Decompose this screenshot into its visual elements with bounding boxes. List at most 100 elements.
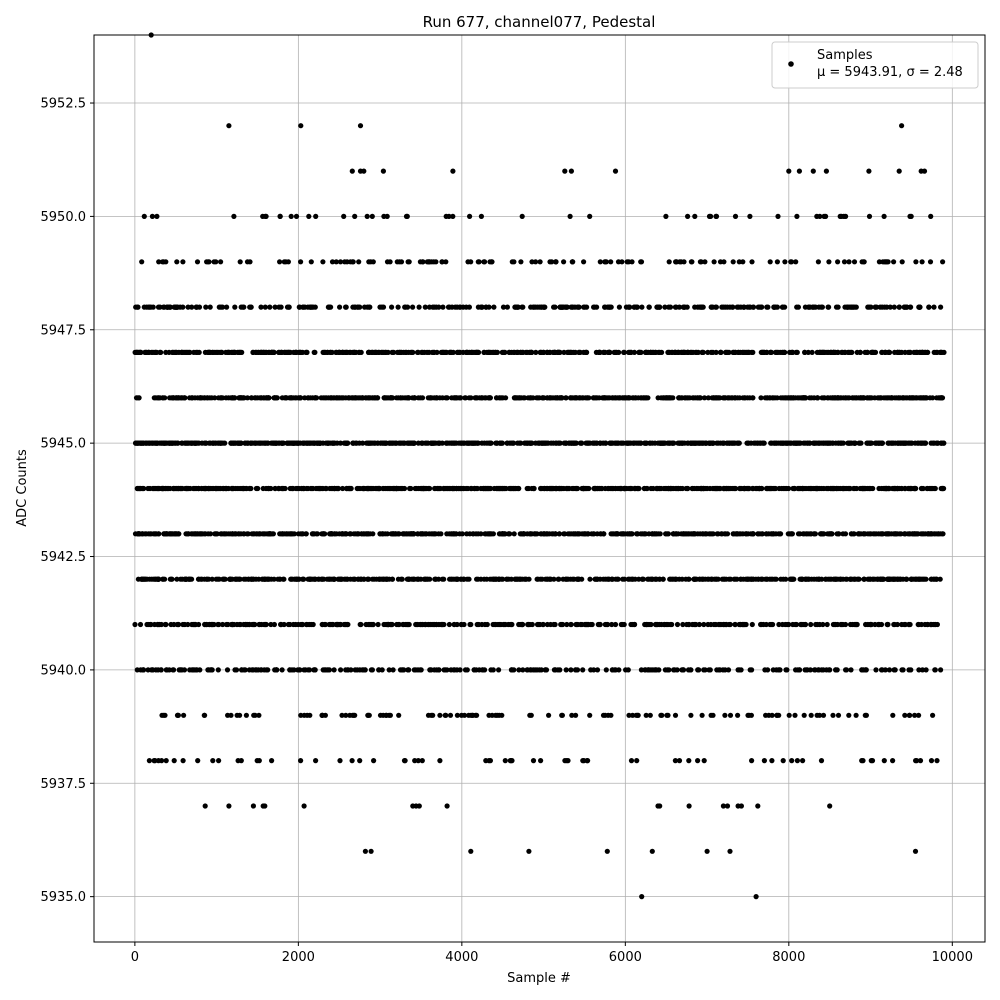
data-point — [422, 621, 428, 628]
data-point — [231, 213, 237, 219]
data-point — [537, 259, 543, 265]
data-point — [559, 712, 565, 718]
data-point — [500, 531, 506, 537]
data-point — [701, 621, 707, 628]
data-point — [901, 304, 907, 310]
data-point — [851, 259, 858, 265]
data-point — [438, 531, 444, 537]
data-point — [880, 259, 886, 265]
data-point — [336, 576, 342, 582]
data-point — [335, 485, 341, 492]
data-point — [685, 667, 692, 673]
data-point — [711, 259, 717, 265]
data-point — [855, 576, 862, 582]
data-point — [242, 440, 248, 446]
data-point — [905, 349, 911, 355]
data-point — [134, 304, 140, 310]
data-point — [280, 440, 286, 446]
data-point — [168, 576, 174, 582]
data-point — [738, 576, 744, 582]
data-point — [731, 349, 737, 355]
data-point — [881, 213, 887, 219]
data-point — [398, 349, 404, 355]
data-point — [721, 440, 727, 446]
data-point — [447, 485, 453, 492]
data-point — [603, 259, 609, 265]
data-point — [610, 576, 616, 582]
data-point — [910, 395, 916, 401]
data-point — [695, 758, 701, 764]
data-point — [930, 485, 936, 492]
data-point — [415, 395, 421, 401]
data-point — [155, 304, 162, 310]
data-point — [400, 621, 406, 628]
data-point — [307, 712, 313, 718]
data-point — [567, 213, 573, 219]
data-point — [547, 349, 553, 355]
data-point — [511, 667, 517, 673]
data-point — [597, 576, 603, 582]
data-point — [778, 531, 784, 537]
data-point — [396, 531, 402, 537]
data-point — [928, 213, 934, 219]
data-point — [784, 621, 790, 628]
data-point — [407, 485, 413, 492]
data-point — [218, 259, 224, 265]
data-point — [691, 485, 697, 492]
data-point — [166, 440, 173, 446]
data-point — [691, 531, 697, 537]
data-point — [603, 440, 609, 446]
data-point — [902, 440, 909, 446]
data-point — [659, 440, 665, 446]
data-point — [304, 440, 310, 446]
data-point — [714, 440, 720, 446]
data-point — [497, 395, 503, 401]
data-point — [425, 485, 431, 492]
data-point — [362, 667, 368, 673]
data-point — [386, 712, 392, 718]
data-point — [175, 712, 181, 718]
data-point — [222, 485, 228, 492]
data-point — [194, 304, 200, 310]
data-point — [939, 485, 945, 492]
data-point — [774, 259, 781, 265]
data-point — [146, 758, 152, 764]
data-point — [503, 395, 509, 401]
data-point — [685, 213, 691, 219]
data-point — [626, 304, 632, 310]
data-point — [540, 621, 546, 628]
data-point — [335, 621, 341, 628]
data-point — [647, 712, 653, 718]
data-point — [663, 213, 669, 219]
data-point — [846, 395, 852, 401]
data-point — [883, 395, 889, 401]
data-point — [732, 213, 739, 219]
data-point — [866, 395, 872, 401]
data-point — [570, 395, 576, 401]
data-point — [357, 485, 363, 492]
data-point — [815, 395, 821, 401]
data-point — [145, 349, 151, 355]
data-point — [830, 712, 836, 718]
data-point — [746, 349, 752, 355]
data-point — [892, 349, 898, 355]
data-point — [577, 349, 583, 355]
data-point — [595, 621, 601, 628]
data-point — [364, 304, 370, 310]
data-point — [874, 576, 880, 582]
data-point — [293, 395, 299, 401]
data-point — [886, 349, 892, 355]
data-point — [466, 576, 472, 582]
data-point — [329, 576, 335, 582]
data-point — [886, 667, 893, 673]
data-point — [600, 531, 607, 537]
data-point — [692, 213, 698, 219]
data-point — [484, 349, 490, 355]
data-point — [926, 304, 932, 310]
data-point — [347, 712, 353, 718]
data-point — [834, 395, 841, 401]
data-point — [726, 440, 732, 446]
data-point — [320, 531, 326, 537]
data-point — [695, 667, 701, 673]
data-point — [654, 531, 660, 537]
